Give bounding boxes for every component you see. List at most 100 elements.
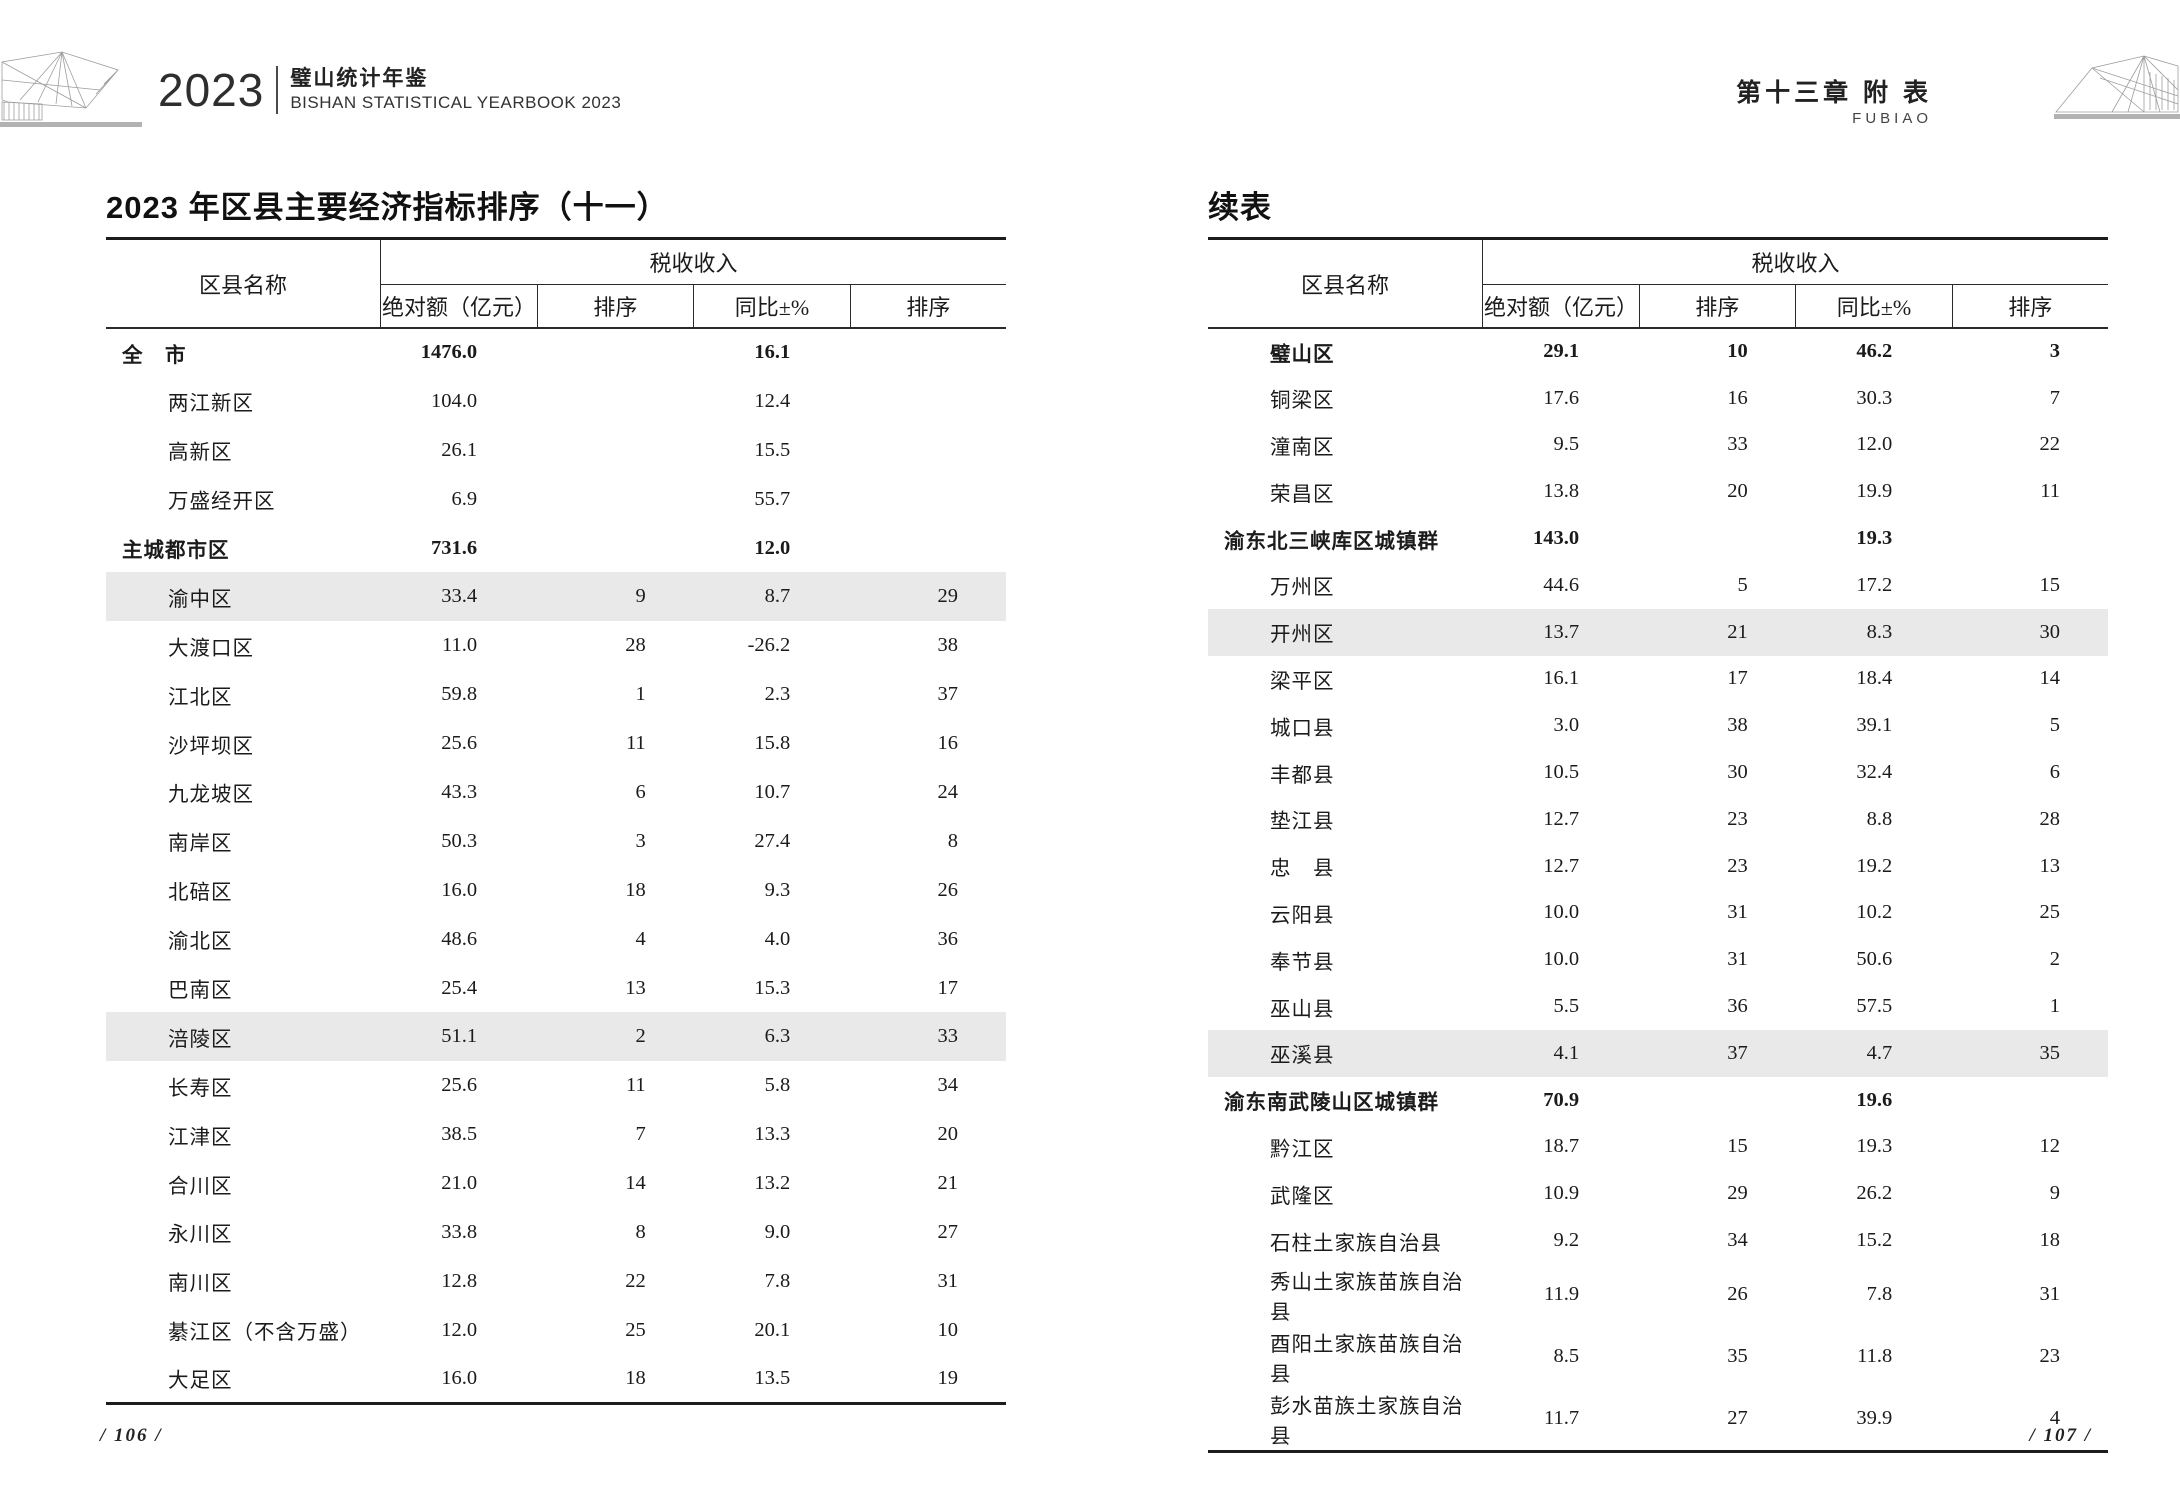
cell-rank: 1 — [2049, 995, 2060, 1018]
cell-region-name: 垫江县 — [1270, 811, 1335, 834]
cell-absolute-amount: 50.3 — [441, 829, 478, 852]
cell-rank: 6 — [635, 780, 646, 803]
table-row: 巫山县 5.5 36 57.5 1 — [1208, 983, 2108, 1030]
cell-rank: 8 — [635, 1220, 646, 1243]
cell-yoy-percent: 7.8 — [764, 1269, 791, 1292]
cell-yoy-percent: 55.7 — [754, 487, 791, 510]
cell-rank — [537, 426, 694, 475]
cell-rank: 34 — [937, 1074, 959, 1097]
cell-rank: 37 — [1639, 1029, 1796, 1077]
cell-yoy-percent: 10.2 — [1856, 901, 1893, 924]
cell-yoy-percent: 19.2 — [1856, 854, 1893, 877]
table-body: 全 市 1476.0 16.1 两江新区 104.0 12.4 高新区 26.1 15.5 万盛经… — [106, 328, 1006, 1404]
cell-yoy-percent: 12.0 — [1856, 433, 1893, 456]
cell-rank — [1952, 515, 2108, 562]
cell-rank — [850, 426, 1006, 475]
cell-rank: 7 — [2049, 386, 2060, 409]
cell-absolute-amount: 3.0 — [1553, 714, 1580, 737]
wireframe-building-icon — [2052, 52, 2180, 139]
cell-absolute-amount: 38.5 — [441, 1123, 478, 1146]
cell-rank — [537, 475, 694, 524]
column-header-absolute-amount: 绝对额（亿元） — [1482, 284, 1640, 329]
cell-rank: 31 — [1727, 948, 1748, 971]
column-header-rank: 排序 — [1951, 284, 2108, 329]
running-head-left: 2023 璧山统计年鉴 BISHAN STATISTICAL YEARBOOK … — [158, 66, 621, 115]
cell-rank: 23 — [1727, 807, 1748, 830]
cell-region-name: 长寿区 — [168, 1077, 233, 1100]
table-row: 城口县 3.0 38 39.1 5 — [1208, 702, 2108, 749]
cell-region-name: 大足区 — [168, 1370, 233, 1393]
table-row: 合川区 21.0 14 13.2 21 — [106, 1159, 1006, 1208]
cell-region-name: 九龙坡区 — [168, 784, 254, 807]
cell-absolute-amount: 1476.0 — [420, 341, 478, 364]
cell-rank: 3 — [2049, 340, 2060, 363]
cell-rank: 21 — [937, 1172, 959, 1195]
cell-rank: 15 — [2039, 573, 2061, 596]
cell-rank: 36 — [937, 927, 959, 950]
cell-rank: 16 — [1727, 386, 1748, 409]
cell-absolute-amount: 29.1 — [1543, 340, 1580, 363]
cell-region-name: 万州区 — [1270, 577, 1335, 600]
cell-yoy-percent: 6.3 — [693, 1012, 851, 1062]
cell-yoy-percent: 19.3 — [1856, 527, 1893, 550]
cell-rank — [537, 524, 694, 573]
table-row: 江北区 59.8 1 2.3 37 — [106, 670, 1006, 719]
cell-absolute-amount: 10.0 — [1543, 948, 1580, 971]
table-row: 梁平区 16.1 17 18.4 14 — [1208, 656, 2108, 703]
cell-rank: 23 — [2039, 1345, 2061, 1368]
cell-absolute-amount: 59.8 — [441, 683, 478, 706]
cell-yoy-percent: 20.1 — [754, 1318, 791, 1341]
cell-absolute-amount: 12.0 — [441, 1318, 478, 1341]
table-row: 荣昌区 13.8 20 19.9 11 — [1208, 468, 2108, 515]
cell-rank — [850, 475, 1006, 524]
cell-rank: 7 — [635, 1123, 646, 1146]
cell-rank: 38 — [937, 634, 959, 657]
cell-rank: 10 — [1727, 340, 1748, 363]
cell-yoy-percent: 8.8 — [1866, 807, 1893, 830]
cell-region-name: 巴南区 — [168, 980, 233, 1003]
cell-region-name: 大渡口区 — [168, 637, 254, 660]
table-row: 綦江区（不含万盛） 12.0 25 20.1 10 — [106, 1306, 1006, 1355]
cell-yoy-percent: 19.6 — [1856, 1088, 1893, 1111]
table-row: 高新区 26.1 15.5 — [106, 426, 1006, 475]
cell-yoy-percent: 26.2 — [1856, 1182, 1893, 1205]
cell-absolute-amount: 16.1 — [1543, 667, 1580, 690]
cell-rank: 4 — [635, 927, 646, 950]
cell-rank: 10 — [937, 1318, 959, 1341]
cell-absolute-amount: 10.5 — [1543, 761, 1580, 784]
cell-rank: 22 — [2039, 433, 2061, 456]
cell-region-name: 丰都县 — [1270, 764, 1335, 787]
cell-rank: 34 — [1727, 1229, 1748, 1252]
tax-revenue-table-left: 区县名称 税收收入 绝对额（亿元） 排序 同比±% 排序 全 市 1476.0 16… — [106, 237, 1006, 1406]
cell-rank: 36 — [1727, 995, 1748, 1018]
cell-region-name: 云阳县 — [1270, 904, 1335, 927]
cell-region-name: 巫溪县 — [1208, 1029, 1483, 1077]
table-row: 万州区 44.6 5 17.2 15 — [1208, 562, 2108, 609]
cell-region-name: 酉阳土家族苗族自治县 — [1270, 1333, 1464, 1386]
cell-absolute-amount: 12.8 — [441, 1269, 478, 1292]
cell-rank: 26 — [1727, 1283, 1748, 1306]
cell-absolute-amount: 33.8 — [441, 1220, 478, 1243]
table-row: 云阳县 10.0 31 10.2 25 — [1208, 890, 2108, 937]
cell-absolute-amount: 51.1 — [380, 1012, 538, 1062]
cell-region-name: 高新区 — [168, 442, 233, 465]
column-header-rank: 排序 — [1638, 284, 1796, 329]
cell-yoy-percent: 15.2 — [1856, 1229, 1893, 1252]
column-group-header-tax-revenue: 税收收入 — [1482, 238, 2108, 285]
cell-region-name: 彭水苗族土家族自治县 — [1270, 1395, 1464, 1448]
cell-region-name: 渝东南武陵山区城镇群 — [1224, 1092, 1439, 1115]
cell-rank: 2 — [2049, 948, 2060, 971]
table-row: 两江新区 104.0 12.4 — [106, 377, 1006, 426]
column-header-yoy: 同比±% — [1795, 284, 1953, 329]
table-row: 渝东南武陵山区城镇群 70.9 19.6 — [1208, 1077, 2108, 1124]
cell-absolute-amount: 6.9 — [451, 487, 478, 510]
column-header-region: 区县名称 — [1208, 238, 1483, 329]
cell-rank: 3 — [635, 829, 646, 852]
cell-region-name: 綦江区（不含万盛） — [168, 1322, 362, 1345]
column-header-region: 区县名称 — [106, 238, 381, 329]
cell-rank: 27 — [1727, 1407, 1748, 1430]
cell-yoy-percent: 13.5 — [754, 1366, 791, 1389]
cell-absolute-amount: 21.0 — [441, 1172, 478, 1195]
table-row: 全 市 1476.0 16.1 — [106, 328, 1006, 377]
book-title-block: 璧山统计年鉴 BISHAN STATISTICAL YEARBOOK 2023 — [276, 66, 621, 115]
